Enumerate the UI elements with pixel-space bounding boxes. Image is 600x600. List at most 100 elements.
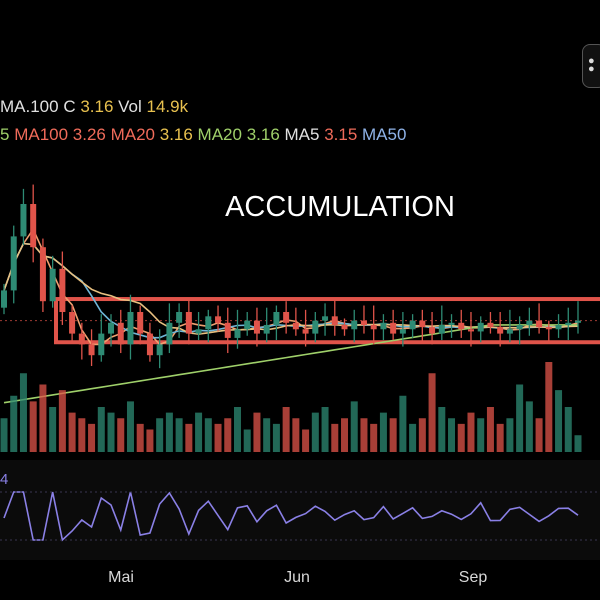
volume-bar: [399, 395, 407, 452]
candle-body: [565, 322, 572, 325]
legend-value: 3.15: [324, 125, 362, 144]
candle-body: [215, 316, 222, 323]
x-label-mai: Mai: [108, 569, 134, 586]
top-bar: [0, 0, 600, 28]
volume-bar: [535, 418, 543, 452]
indicator-panel: [0, 491, 600, 542]
legend-label: C: [63, 97, 80, 116]
candle-body: [390, 322, 397, 334]
volume-bar: [545, 362, 553, 452]
candle-body: [224, 322, 231, 338]
volume-bar: [457, 423, 465, 452]
legend-label: MA20: [198, 125, 247, 144]
candle-body: [108, 322, 115, 334]
volume-bar: [29, 401, 37, 452]
volume-bar: [68, 412, 76, 452]
volume-bar: [10, 395, 18, 452]
volume-bar: [331, 423, 339, 452]
volume-bar: [263, 418, 271, 452]
candle-body: [69, 312, 76, 334]
candle-body: [322, 316, 329, 321]
volume-bar: [555, 390, 563, 452]
candle-body: [137, 312, 144, 334]
indicator-label: 4: [0, 471, 8, 488]
legend-label: MA.100: [0, 97, 63, 116]
volume-bar: [370, 423, 378, 452]
candle-body: [545, 327, 552, 330]
volume-bar: [321, 407, 329, 452]
candle-body: [526, 320, 533, 325]
volume-bar: [516, 384, 524, 452]
volume-bar: [302, 429, 310, 452]
volume-bar: [506, 418, 514, 452]
candle-body: [458, 322, 465, 330]
candle-body: [341, 324, 348, 330]
volume-bar: [272, 423, 280, 452]
volume-bar: [49, 407, 57, 452]
candle-body: [263, 324, 270, 334]
volume-bar: [117, 418, 125, 452]
volume-bar: [525, 401, 533, 452]
volume-bar: [389, 418, 397, 452]
candle-body: [1, 290, 7, 308]
candle-body: [409, 320, 416, 330]
volume-bar: [78, 418, 86, 452]
volume-bar: [214, 423, 222, 452]
candle-body: [351, 320, 358, 330]
candle-body: [205, 316, 212, 330]
volume-bar: [195, 412, 203, 452]
volume-bar: [467, 412, 475, 452]
legend-label: MA5: [285, 125, 325, 144]
indicator-panel-bg: [0, 460, 600, 560]
candle-body: [506, 329, 513, 334]
candle-body: [59, 268, 66, 312]
volume-bar: [204, 418, 212, 452]
candle-body: [49, 268, 56, 302]
candle-body: [273, 312, 280, 325]
volume-bar: [418, 418, 426, 452]
candle-body: [78, 333, 85, 345]
candle-body: [195, 329, 202, 334]
volume-bar: [428, 373, 436, 452]
candle-body: [185, 312, 192, 334]
candle-body: [253, 320, 260, 334]
volume-bar: [564, 407, 572, 452]
legend-row-2: 5 MA100 3.26 MA20 3.16 MA20 3.16 MA5 3.1…: [0, 125, 406, 144]
candle-body: [156, 344, 163, 356]
volume-bar: [175, 418, 183, 452]
volume-bar: [107, 412, 115, 452]
legend-value: 14.9k: [146, 97, 188, 116]
candle-body: [438, 324, 445, 334]
candle-body: [312, 320, 319, 334]
candle-body: [370, 324, 377, 330]
candle-body: [283, 312, 290, 323]
volume-bar: [126, 401, 134, 452]
candle-body: [30, 204, 37, 248]
volume-bar: [243, 429, 251, 452]
legend-row-1: MA.100 C 3.16 Vol 14.9k: [0, 97, 189, 116]
candle-body: [292, 322, 299, 330]
price-panel: [0, 184, 600, 404]
candle-body: [98, 333, 105, 356]
legend-value: 3.16: [80, 97, 118, 116]
candle-body: [497, 327, 504, 334]
legend-prefix: 5: [0, 125, 14, 144]
legend-label: MA20: [111, 125, 160, 144]
candle-body: [360, 320, 367, 325]
volume-bar: [253, 412, 261, 452]
volume-bar: [379, 412, 387, 452]
candle-body: [127, 312, 134, 345]
candle-body: [146, 333, 153, 356]
candle-body: [117, 322, 124, 345]
legend-value: 3.26: [73, 125, 111, 144]
volume-bar: [233, 407, 241, 452]
accumulation-annotation: ACCUMULATION: [225, 191, 455, 223]
candle-body: [419, 320, 426, 328]
legend-value: 3.16: [160, 125, 198, 144]
fullscreen-button[interactable]: ● ●: [582, 44, 600, 88]
volume-bar: [486, 407, 494, 452]
volume-bar: [97, 407, 105, 452]
volume-bar: [477, 418, 485, 452]
candle-body: [536, 320, 543, 328]
